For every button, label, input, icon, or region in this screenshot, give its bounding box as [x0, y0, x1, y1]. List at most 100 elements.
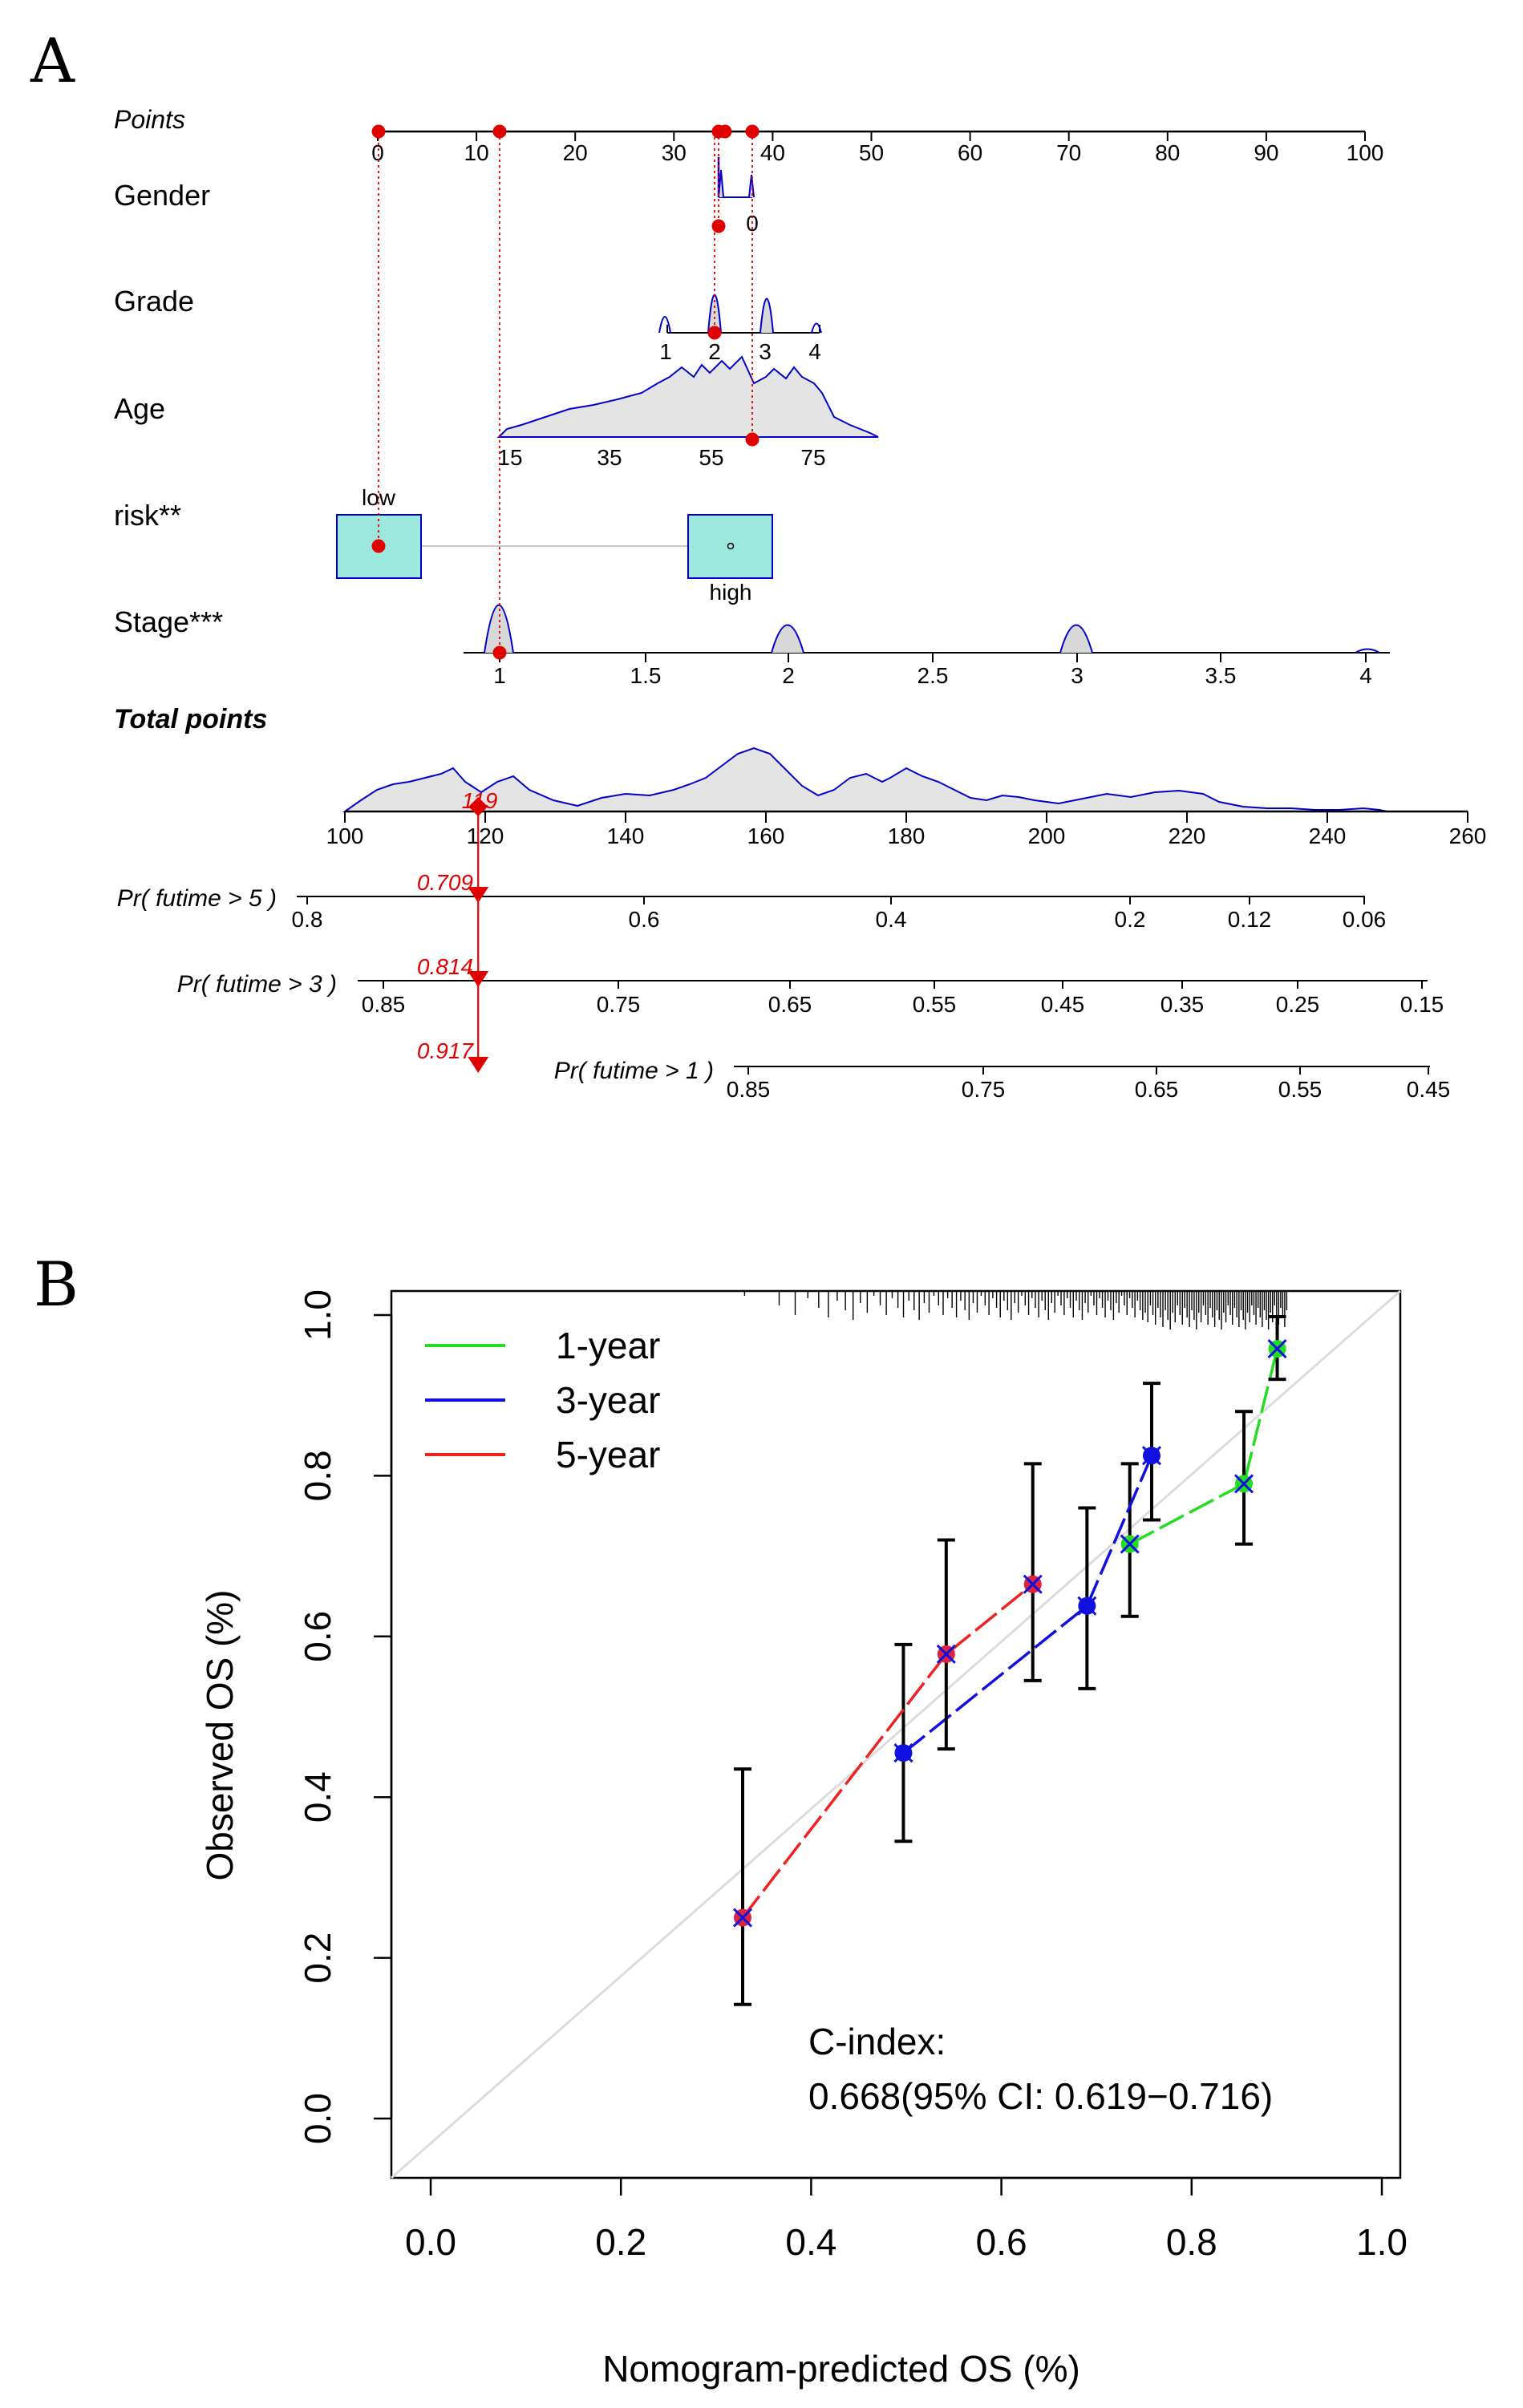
total-tick-label: 220: [1169, 824, 1206, 848]
prob3-tick-0-15: 0.15: [1400, 992, 1444, 1017]
panel-a-nomogram: A Points Gender Grade Age risk** Stage**…: [30, 25, 1486, 1102]
stage-tick-label-1-5: 1.5: [630, 663, 662, 688]
risk-value-marker: [371, 539, 386, 553]
prob3-tick-0-75: 0.75: [597, 992, 641, 1017]
total-points-row-label: Total points: [114, 704, 267, 735]
prediction-rug: [743, 1291, 1288, 1329]
legend-label-1-year: 1-year: [556, 1325, 660, 1366]
prob3-tick-0-25: 0.25: [1276, 992, 1320, 1017]
points-tick-label: 90: [1254, 140, 1278, 165]
risk-row-label: risk**: [114, 499, 181, 532]
nomogram-markers: [371, 124, 759, 1073]
prob5-tick-0-6: 0.6: [629, 907, 660, 932]
legend-label-3-year: 3-year: [556, 1379, 660, 1421]
panel-b-label: B: [34, 1249, 79, 1320]
points-tick-label: 80: [1155, 140, 1180, 165]
probability-marker: [468, 1057, 489, 1073]
legend-label-5-year: 5-year: [556, 1434, 660, 1475]
points-tick-label: 100: [1347, 140, 1384, 165]
cross-1-year: [1267, 1339, 1287, 1359]
prob1-prediction-label: 0.917: [417, 1038, 474, 1063]
panel-b-calibration: B 0.0 0.2 0.4 0.6 0.8 1.0 0.0 0.2 0.4 0.6 0.8 1.0 N…: [34, 1249, 1408, 2390]
prob3-label: Pr( futime > 3 ): [177, 971, 337, 998]
grade-row-label: Grade: [114, 285, 194, 318]
age-scale: 15 35 55 75: [496, 355, 879, 470]
stage-scale: 1 1.5 2 2.5 3 3.5 4: [464, 604, 1390, 688]
cross-3-year: [1077, 1596, 1097, 1616]
x-tick-label: 0.2: [595, 2221, 646, 2263]
gender-row-label: Gender: [114, 179, 210, 212]
y-axis-title: Observed OS (%): [199, 1590, 241, 1881]
stage-tick-label-1: 1: [493, 663, 506, 688]
diagonal-reference-line: [391, 1289, 1401, 2179]
age-points-marker: [745, 124, 759, 139]
x-tick-label: 0.6: [976, 2221, 1027, 2263]
total-tick-label: 260: [1449, 824, 1487, 848]
probability-marker: [468, 887, 489, 903]
cross-5-year: [1023, 1574, 1043, 1594]
cross-5-year: [936, 1644, 956, 1664]
grade-tick-label-4: 4: [808, 339, 821, 364]
total-tick-label: 120: [467, 824, 504, 848]
points-row-label: Points: [114, 105, 185, 134]
prob3-tick-0-85: 0.85: [362, 992, 406, 1017]
x-tick-label: 1.0: [1356, 2221, 1408, 2263]
total-tick-label: 200: [1028, 824, 1066, 848]
total-points-ticks: 100 120 140 160 180 200 220 240 260: [326, 811, 1487, 848]
x-tick-label: 0.8: [1166, 2221, 1217, 2263]
grade-value-marker: [707, 326, 722, 340]
prob5-tick-0-2: 0.2: [1115, 907, 1146, 932]
risk-level-high: high: [710, 580, 752, 605]
points-tick-label: 0: [371, 140, 384, 165]
cross-1-year: [1233, 1474, 1254, 1494]
prob1-tick-0-85: 0.85: [727, 1077, 771, 1102]
grade-tick-label-1: 1: [659, 339, 672, 364]
gender-value-marker: [711, 219, 726, 233]
calibration-axes: 0.0 0.2 0.4 0.6 0.8 1.0 0.0 0.2 0.4 0.6 0.8 1.0: [297, 1289, 1408, 2263]
total-points-value-label: 119: [462, 788, 498, 813]
prob5-scale: Pr( futime > 5 ) 0.8 0.6 0.4 0.2 0.12 0.…: [117, 885, 1386, 932]
points-tick-label: 60: [958, 140, 982, 165]
prob3-tick-0-55: 0.55: [913, 992, 957, 1017]
prob3-prediction-label: 0.814: [417, 954, 473, 979]
prob3-tick-0-65: 0.65: [768, 992, 812, 1017]
age-density: [496, 355, 879, 438]
points-tick-label: 30: [662, 140, 687, 165]
points-tick-label: 70: [1056, 140, 1081, 165]
y-tick-label: 0.2: [297, 1932, 338, 1984]
age-value-marker: [745, 432, 759, 447]
grade-points-marker: [718, 124, 732, 139]
cross-3-year: [893, 1743, 913, 1763]
cross-5-year: [732, 1908, 753, 1928]
points-tick-label: 40: [760, 140, 785, 165]
points-tick-label: 10: [464, 140, 489, 165]
legend: 1-year 3-year 5-year: [425, 1325, 660, 1475]
total-tick-label: 240: [1309, 824, 1347, 848]
prob1-tick-0-45: 0.45: [1407, 1077, 1451, 1102]
c-index-value: 0.668(95% CI: 0.619−0.716): [808, 2075, 1273, 2117]
total-tick-label: 160: [747, 824, 785, 848]
prob5-tick-0-06: 0.06: [1343, 907, 1387, 932]
series-line-1-year: [1128, 1348, 1279, 1546]
x-axis-title: Nomogram-predicted OS (%): [602, 2348, 1080, 2390]
y-tick-label: 0.0: [297, 2093, 338, 2144]
points-axis-ticks: 0 10 20 30 40 50 60 70 80 90 100: [371, 132, 1383, 165]
total-tick-label: 100: [326, 824, 364, 848]
stage-tick-label-2: 2: [782, 663, 795, 688]
y-tick-label: 0.6: [297, 1611, 338, 1662]
prob5-tick-0-12: 0.12: [1228, 907, 1272, 932]
age-row-label: Age: [114, 392, 165, 425]
total-points-density: [342, 747, 1388, 812]
points-tick-label: 50: [859, 140, 884, 165]
grade-scale: 1 2 3 4: [658, 293, 822, 364]
stage-value-marker: [492, 646, 507, 660]
prob5-tick-0-8: 0.8: [292, 907, 323, 932]
series-line-3-year: [902, 1455, 1153, 1754]
stage-tick-label-3-5: 3.5: [1205, 663, 1237, 688]
grade-tick-label-2: 2: [708, 339, 721, 364]
total-points-scale: 100 120 140 160 180 200 220 240 260: [326, 747, 1487, 848]
prob1-scale: Pr( futime > 1 ) 0.85 0.75 0.65 0.55 0.4…: [554, 1058, 1450, 1102]
stage-tick-label-4: 4: [1359, 663, 1372, 688]
panel-a-label: A: [30, 25, 75, 96]
